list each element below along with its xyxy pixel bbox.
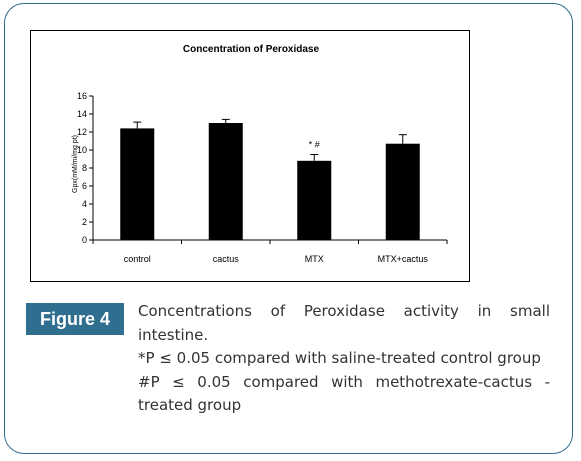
caption-line-3: #P ≤ 0.05 compared with methotrexate-cac… <box>138 372 550 415</box>
significance-marker: * # <box>309 140 320 150</box>
caption-line-1: Concentrations of Peroxidase activity in… <box>138 302 550 344</box>
y-tick-label: 2 <box>82 217 87 227</box>
bar-mtx-cactus <box>385 143 420 240</box>
y-tick-label: 6 <box>82 181 87 191</box>
chart-title: Concentration of Peroxidase <box>183 44 320 55</box>
bar-chart: Concentration of Peroxidase Gpx(mM/mi/mg… <box>72 44 448 264</box>
bar-control <box>120 128 155 240</box>
chart-container: Concentration of Peroxidase Gpx(mM/mi/mg… <box>30 30 470 282</box>
y-tick-label: 4 <box>82 199 87 209</box>
y-tick-label: 12 <box>77 127 87 137</box>
y-axis-title: Gpx(mM/mi/mg pt) <box>72 135 79 193</box>
y-tick-label: 14 <box>77 109 87 119</box>
y-tick-label: 8 <box>82 163 87 173</box>
x-category-label: control <box>124 254 151 264</box>
figure-caption: Concentrations of Peroxidase activity in… <box>138 300 550 418</box>
bar-cactus <box>208 123 243 240</box>
y-tick-label: 16 <box>77 91 87 101</box>
x-category-label: MTX <box>305 254 324 264</box>
bar-mtx <box>297 160 332 240</box>
x-category-label: MTX+cactus <box>378 254 429 264</box>
caption-line-2: *P ≤ 0.05 compared with saline-treated c… <box>138 349 541 367</box>
y-tick-label: 0 <box>82 235 87 245</box>
x-category-label: cactus <box>213 254 240 264</box>
figure-label: Figure 4 <box>26 303 124 335</box>
y-tick-label: 10 <box>77 145 87 155</box>
